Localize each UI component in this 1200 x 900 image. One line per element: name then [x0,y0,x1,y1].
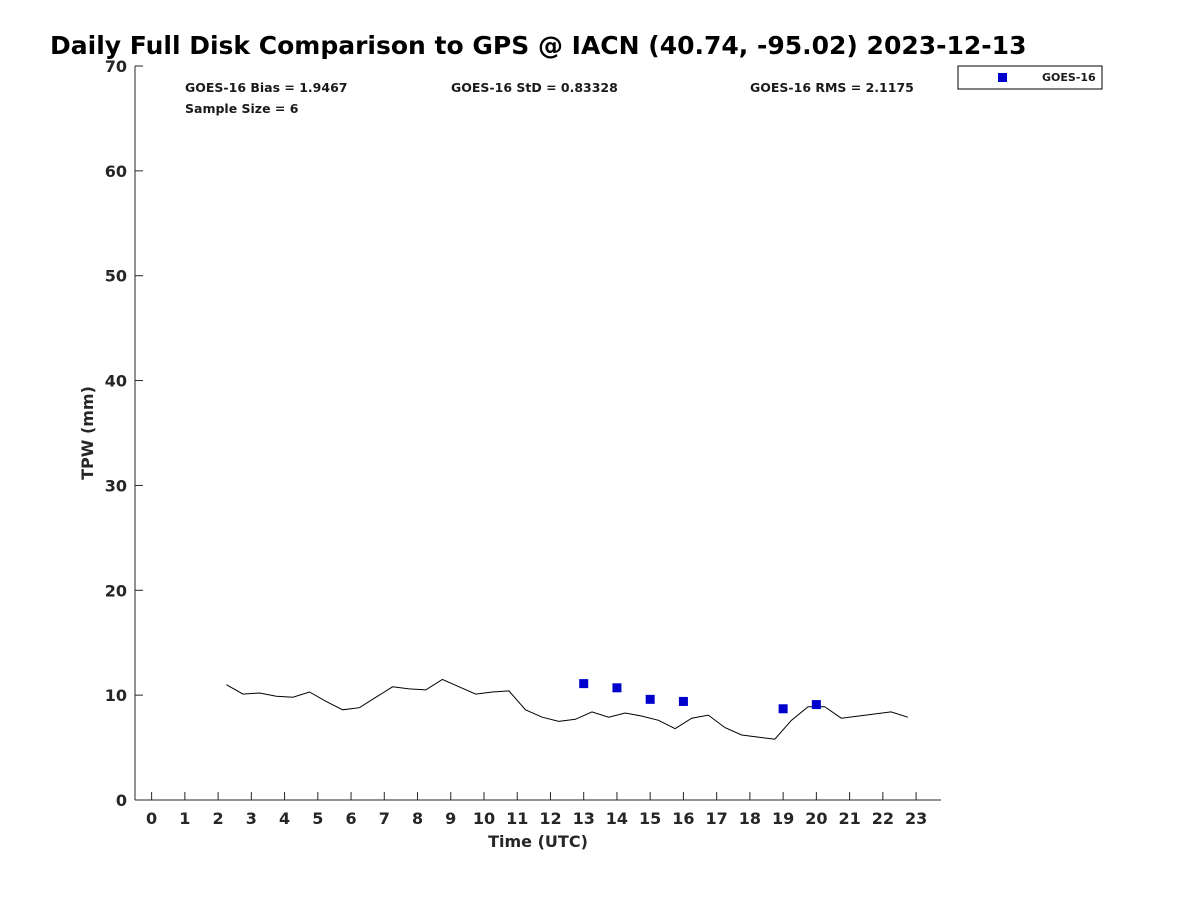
x-tick-label: 7 [379,809,390,828]
x-tick-label: 19 [772,809,794,828]
y-tick-label: 20 [105,581,127,600]
x-axis-label: Time (UTC) [488,832,588,851]
x-tick-label: 5 [312,809,323,828]
x-tick-label: 2 [213,809,224,828]
x-tick-label: 3 [246,809,257,828]
x-tick-label: 21 [838,809,860,828]
y-tick-label: 0 [116,791,127,810]
x-tick-label: 9 [445,809,456,828]
y-tick-label: 60 [105,162,127,181]
x-tick-label: 12 [539,809,561,828]
sample-size-stat: Sample Size = 6 [185,101,299,116]
y-tick-label: 70 [105,57,127,76]
x-tick-label: 4 [279,809,290,828]
x-tick-label: 1 [179,809,190,828]
gps-tpw-line [226,678,908,740]
chart-title: Daily Full Disk Comparison to GPS @ IACN… [50,31,1026,60]
series-layer [226,678,908,740]
x-tick-label: 13 [573,809,595,828]
y-tick-label: 40 [105,372,127,391]
x-tick-label: 16 [672,809,694,828]
y-tick-label: 10 [105,686,127,705]
y-tick-label: 30 [105,476,127,495]
rms-stat: GOES-16 RMS = 2.1175 [750,80,914,95]
bias-stat: GOES-16 Bias = 1.9467 [185,80,347,95]
x-tick-label: 18 [739,809,761,828]
legend: GOES-16 [957,65,1103,90]
legend-marker-goes16 [998,73,1007,82]
x-tick-label: 17 [706,809,728,828]
goes16-point [678,696,688,706]
x-tick-label: 10 [473,809,495,828]
x-tick-label: 11 [506,809,528,828]
goes16-point [579,679,589,689]
y-axis-label: TPW (mm) [78,386,97,480]
plot-axes [134,66,941,801]
goes16-point [645,694,655,704]
y-tick-label: 50 [105,267,127,286]
x-tick-label: 6 [345,809,356,828]
std-stat: GOES-16 StD = 0.83328 [451,80,618,95]
y-axis-ticks: 0 10 20 30 40 50 60 70 [105,57,143,810]
x-tick-label: 15 [639,809,661,828]
x-tick-label: 8 [412,809,423,828]
x-tick-label: 23 [905,809,927,828]
goes16-point [612,683,622,693]
legend-label-goes16: GOES-16 [1042,71,1096,84]
x-tick-label: 0 [146,809,157,828]
x-tick-label: 14 [606,809,628,828]
x-axis-ticks: 0 1 2 3 4 5 6 7 8 9 10 11 12 13 14 15 16 17 18 19 20 21 22 23 [146,792,927,828]
x-tick-label: 22 [872,809,894,828]
x-tick-label: 20 [805,809,827,828]
goes16-point [778,704,788,714]
goes16-point [811,700,821,710]
legend-box [957,65,1103,90]
